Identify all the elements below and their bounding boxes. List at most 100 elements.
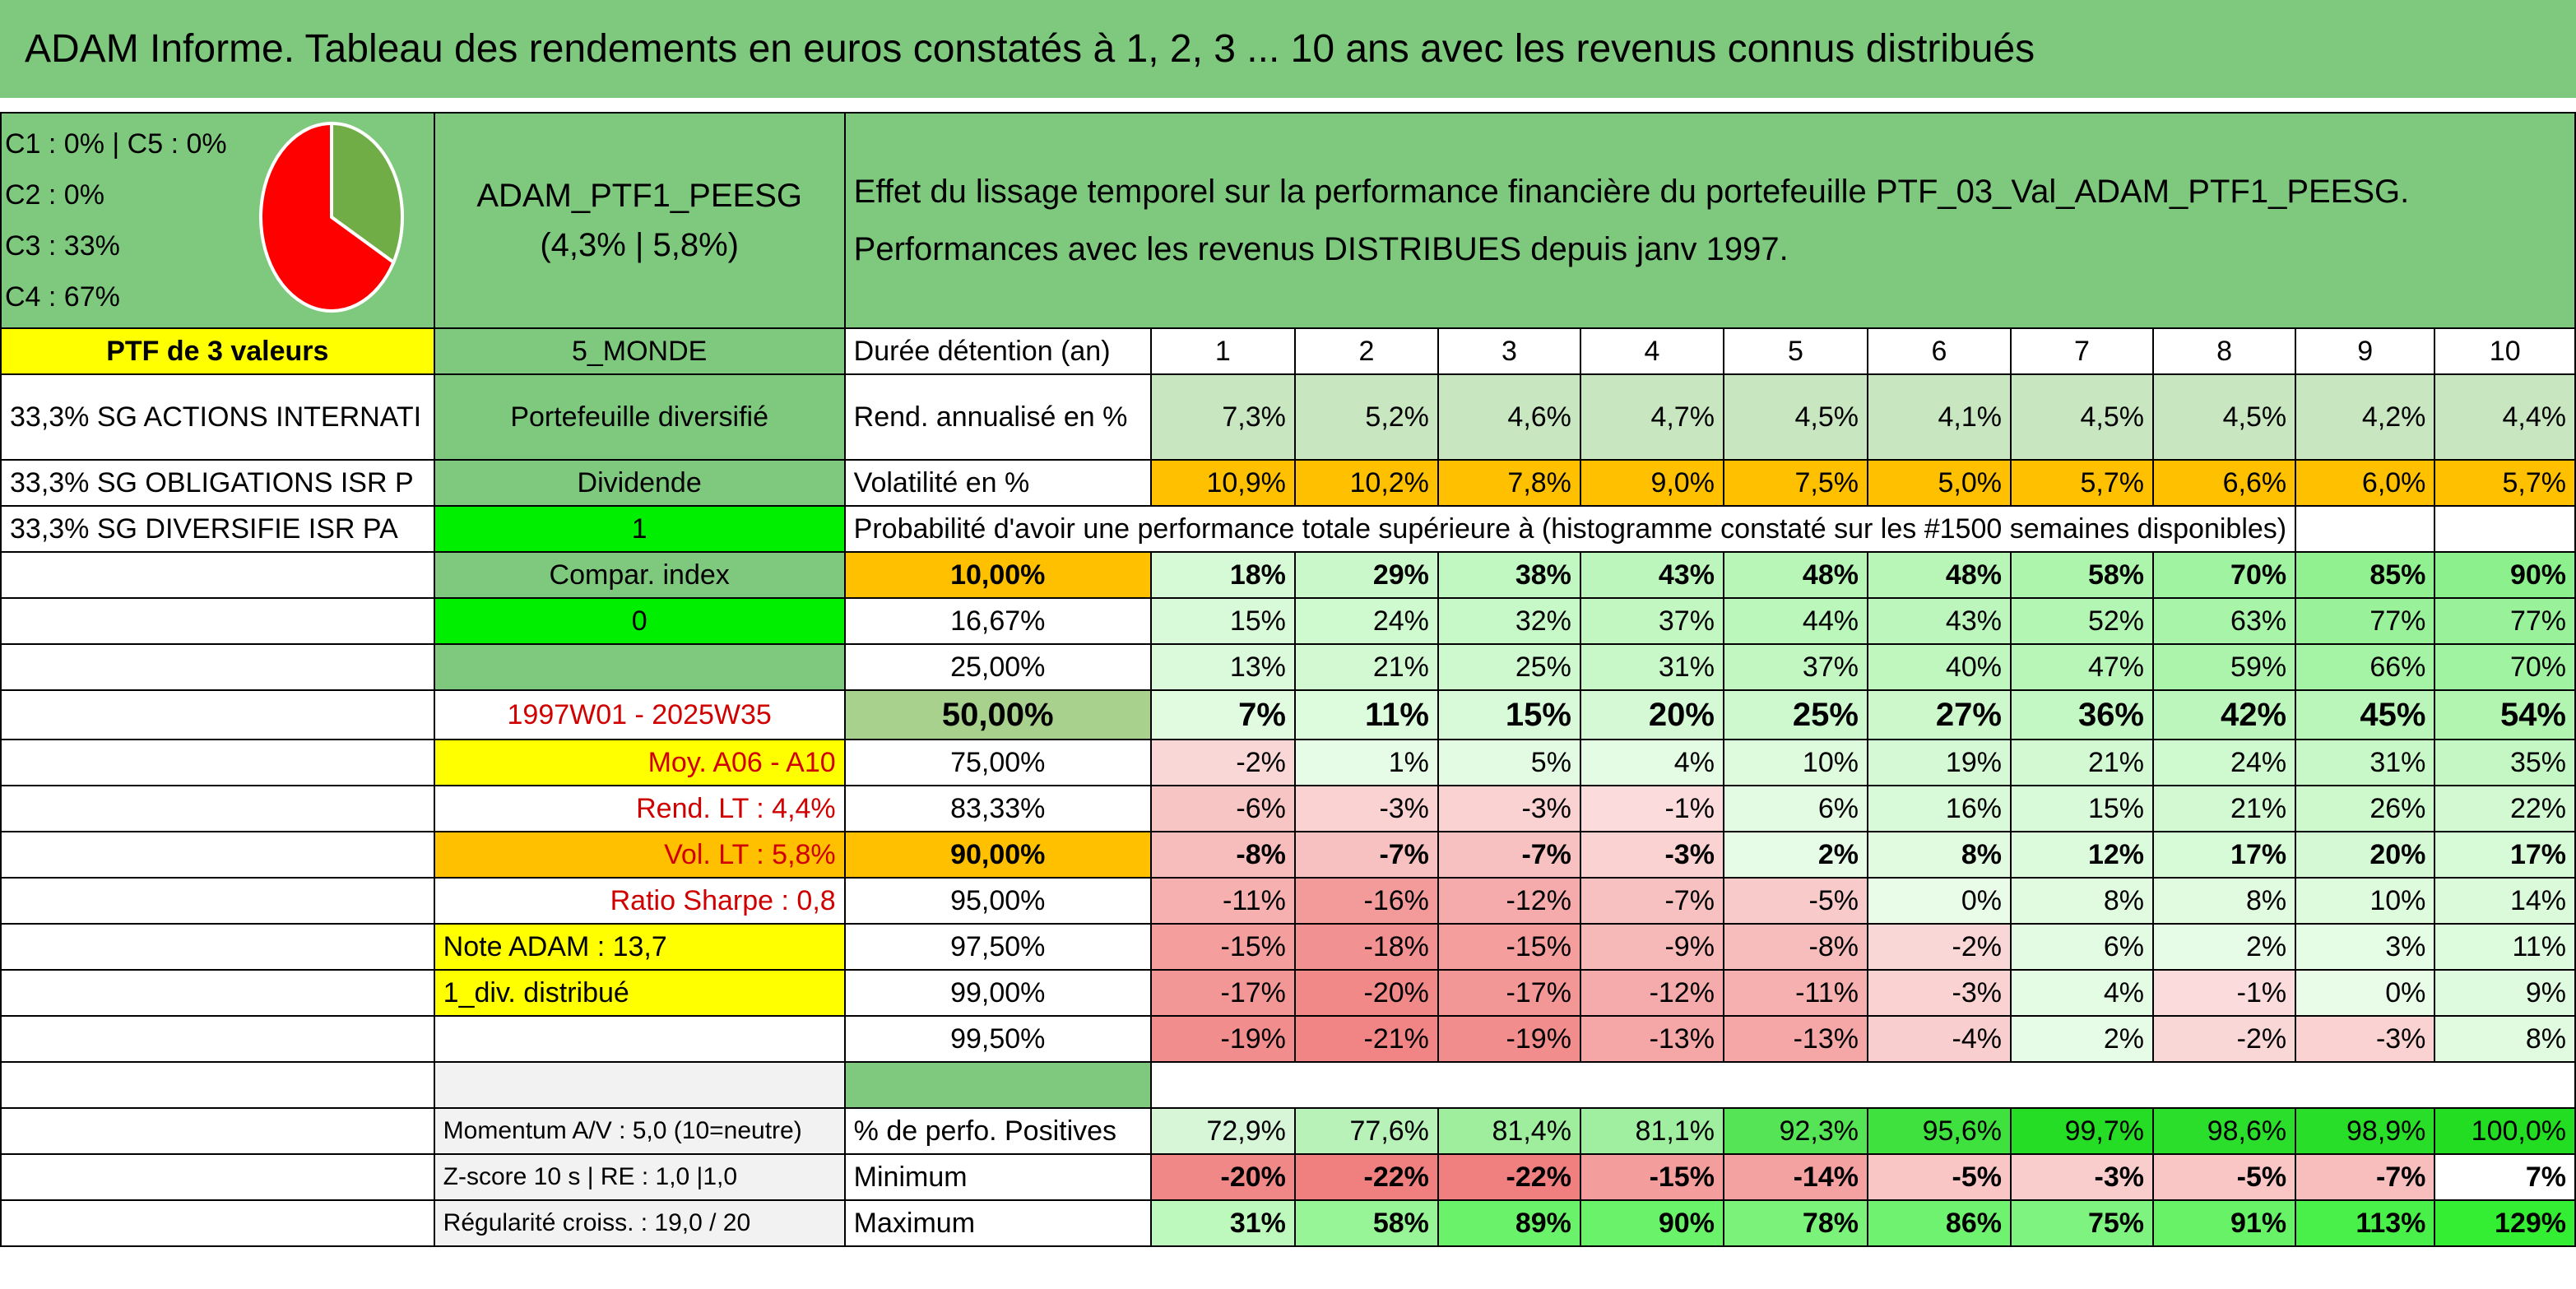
rend-row: 33,3% SG ACTIONS INTERNATI Portefeuille d… bbox=[0, 373, 2576, 461]
pos-value: 72,9% bbox=[1149, 1107, 1296, 1155]
prob-value: 24% bbox=[2151, 739, 2297, 786]
title-bar: ADAM Informe. Tableau des rendements en … bbox=[0, 0, 2576, 98]
min-value: -3% bbox=[2009, 1153, 2155, 1201]
prob-row: Compar. index 10,00% 18% 29% 38% 43% 48% 48% 58%… bbox=[0, 551, 2576, 599]
info-cell bbox=[433, 1015, 846, 1063]
year-header: 3 bbox=[1437, 327, 1581, 375]
info-cell bbox=[433, 643, 846, 691]
max-value: 89% bbox=[1437, 1199, 1581, 1247]
portfolio-name: ADAM_PTF1_PEESG bbox=[476, 178, 802, 214]
vol-value: 6,6% bbox=[2151, 459, 2297, 507]
vol-value: 7,8% bbox=[1437, 459, 1581, 507]
prob-value: 2% bbox=[2151, 923, 2297, 971]
year-header: 6 bbox=[1866, 327, 2012, 375]
max-row: Régularité croiss. : 19,0 / 20 Maximum 31%… bbox=[0, 1199, 2576, 1247]
min-value: -22% bbox=[1437, 1153, 1581, 1201]
prob-value: -13% bbox=[1579, 1015, 1724, 1063]
prob-value: -21% bbox=[1293, 1015, 1439, 1063]
prob-value: -15% bbox=[1437, 923, 1581, 971]
prob-value: 36% bbox=[2009, 689, 2155, 740]
prob-value: -11% bbox=[1149, 877, 1296, 925]
min-value: 7% bbox=[2434, 1153, 2576, 1201]
info-cell: 1_div. distribué bbox=[433, 969, 846, 1017]
prob-value: 35% bbox=[2434, 739, 2576, 786]
prob-value: 31% bbox=[2295, 739, 2436, 786]
empty-cell bbox=[0, 1107, 435, 1155]
prob-value: -12% bbox=[1579, 969, 1724, 1017]
max-value: 31% bbox=[1149, 1199, 1296, 1247]
prob-value: 13% bbox=[1149, 643, 1296, 691]
prob-value: 21% bbox=[1293, 643, 1439, 691]
info-cell: 0 bbox=[433, 597, 846, 645]
prob-value: -2% bbox=[1149, 739, 1296, 786]
prob-value: -1% bbox=[2151, 969, 2297, 1017]
prob-value: 15% bbox=[2009, 785, 2155, 832]
year-header: 1 bbox=[1149, 327, 1296, 375]
pie-slice-c3 bbox=[329, 121, 404, 266]
prob-value: 8% bbox=[2434, 1015, 2576, 1063]
prob-value: 16% bbox=[1866, 785, 2012, 832]
prob-level: 50,00% bbox=[843, 689, 1152, 740]
prob-row: Note ADAM : 13,7 97,50% -15% -18% -15% -9% -8%… bbox=[0, 923, 2576, 971]
prob-value: 24% bbox=[1293, 597, 1439, 645]
prob-level: 10,00% bbox=[843, 551, 1152, 599]
vol-value: 6,0% bbox=[2295, 459, 2436, 507]
prob-value: 19% bbox=[1866, 739, 2012, 786]
dividende-value: 1 bbox=[433, 505, 846, 553]
prob-level: 99,00% bbox=[843, 969, 1152, 1017]
prob-value: 40% bbox=[1866, 643, 2012, 691]
vol-value: 5,7% bbox=[2434, 459, 2576, 507]
pos-label: % de perfo. Positives bbox=[843, 1107, 1152, 1155]
allocation-pie-chart bbox=[258, 121, 404, 313]
prob-value: 11% bbox=[1293, 689, 1439, 740]
prob-level: 95,00% bbox=[843, 877, 1152, 925]
prob-value: 48% bbox=[1866, 551, 2012, 599]
prob-value: -2% bbox=[1866, 923, 2012, 971]
vol-value: 9,0% bbox=[1579, 459, 1724, 507]
duration-label: Durée détention (an) bbox=[843, 327, 1152, 375]
prob-value: -1% bbox=[1579, 785, 1724, 832]
prob-value: 37% bbox=[1579, 597, 1724, 645]
empty-cell bbox=[2295, 505, 2436, 553]
allocation-line: C4 : 67% bbox=[5, 281, 120, 313]
prob-value: 27% bbox=[1866, 689, 2012, 740]
prob-value: 8% bbox=[1866, 831, 2012, 879]
prob-value: 54% bbox=[2434, 689, 2576, 740]
prob-value: 17% bbox=[2434, 831, 2576, 879]
prob-value: 20% bbox=[1579, 689, 1724, 740]
rend-value: 4,5% bbox=[2009, 373, 2155, 461]
momentum: Momentum A/V : 5,0 (10=neutre) bbox=[433, 1107, 846, 1155]
prob-value: -3% bbox=[1293, 785, 1439, 832]
year-header: 7 bbox=[2009, 327, 2155, 375]
prob-value: -6% bbox=[1149, 785, 1296, 832]
prob-value: 12% bbox=[2009, 831, 2155, 879]
prob-value: 48% bbox=[1722, 551, 1868, 599]
prob-level: 16,67% bbox=[843, 597, 1152, 645]
empty-cell bbox=[0, 923, 435, 971]
pos-value: 81,1% bbox=[1579, 1107, 1724, 1155]
prob-value: 15% bbox=[1437, 689, 1581, 740]
prob-title: Probabilité d'avoir une performance tota… bbox=[843, 505, 2297, 553]
prob-value: -19% bbox=[1149, 1015, 1296, 1063]
prob-value: -7% bbox=[1579, 877, 1724, 925]
prob-value: -2% bbox=[2151, 1015, 2297, 1063]
prob-value: 4% bbox=[1579, 739, 1724, 786]
prob-value: 52% bbox=[2009, 597, 2155, 645]
prob-value: 58% bbox=[2009, 551, 2155, 599]
max-value: 91% bbox=[2151, 1199, 2297, 1247]
portfolio-subtitle: (4,3% | 5,8%) bbox=[540, 227, 739, 263]
prob-value: 43% bbox=[1866, 597, 2012, 645]
min-label: Minimum bbox=[843, 1153, 1152, 1201]
empty-cell bbox=[0, 551, 435, 599]
spacer-row bbox=[0, 1061, 2576, 1109]
prob-value: 1% bbox=[1293, 739, 1439, 786]
rend-label: Rend. annualisé en % bbox=[843, 373, 1152, 461]
year-header: 8 bbox=[2151, 327, 2297, 375]
year-header: 9 bbox=[2295, 327, 2436, 375]
prob-value: 11% bbox=[2434, 923, 2576, 971]
prob-value: 26% bbox=[2295, 785, 2436, 832]
vol-value: 5,0% bbox=[1866, 459, 2012, 507]
portfolio-name-cell: ADAM_PTF1_PEESG (4,3% | 5,8%) bbox=[433, 112, 846, 329]
prob-value: 14% bbox=[2434, 877, 2576, 925]
prob-value: -17% bbox=[1437, 969, 1581, 1017]
